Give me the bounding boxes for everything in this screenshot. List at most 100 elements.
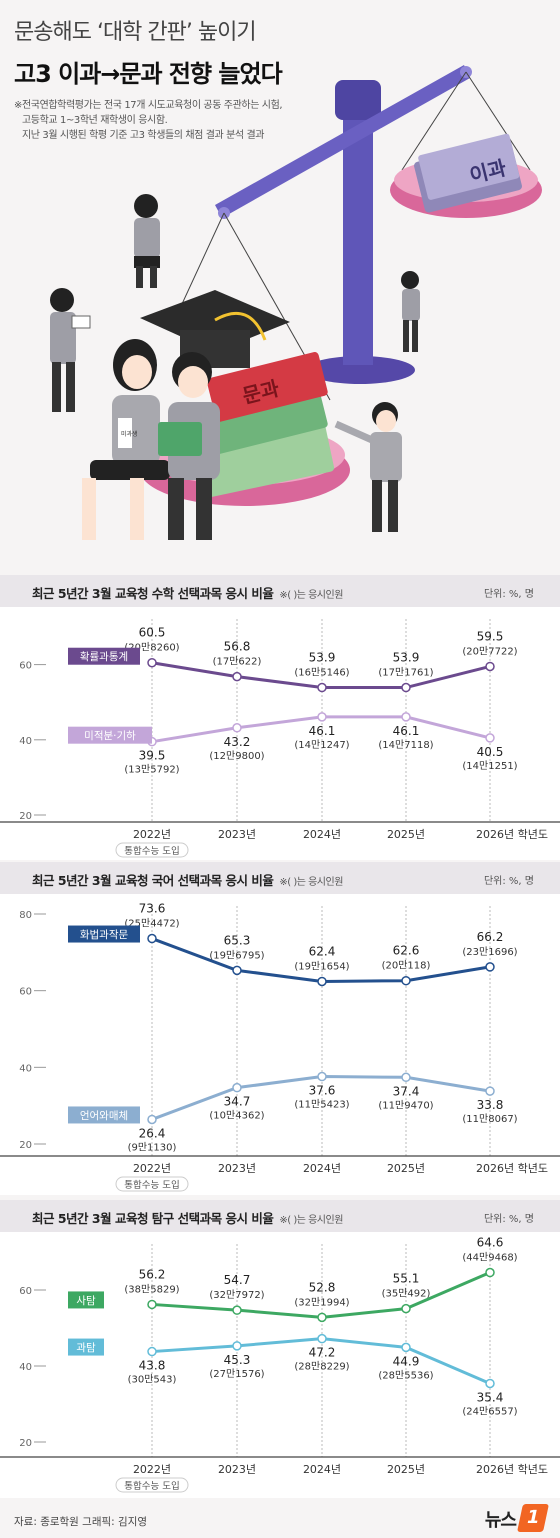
hero-section: 이과 문과 미과생: [0, 0, 560, 575]
chart-header: 최근 5년간 3월 교육청 국어 선택과목 응시 비율 ※( )는 응시인원 단위…: [0, 862, 560, 894]
series-line: [151, 1271, 491, 1319]
chart-title: 최근 5년간 3월 교육청 국어 선택과목 응시 비율 ※( )는 응시인원: [32, 870, 343, 889]
data-label: 52.8: [309, 1280, 336, 1294]
series-tag-label: 언어와매체: [80, 1110, 128, 1122]
data-label: 62.4: [309, 944, 336, 958]
count-label: (17만1761): [378, 667, 433, 679]
count-label: (17만622): [213, 656, 262, 668]
series-tag-box: [68, 1291, 104, 1309]
count-label: (28만8229): [294, 1361, 349, 1373]
x-tick-label: 2023년: [218, 1463, 256, 1476]
data-point: [401, 1303, 411, 1314]
data-point: [317, 1333, 327, 1344]
y-tick-label: 20: [19, 1438, 32, 1449]
data-label: 64.6: [477, 1236, 504, 1250]
count-label: (14만7118): [378, 739, 433, 751]
count-label: (32만1994): [294, 1296, 349, 1308]
inquiry-line-chart: 60 40 20 2022년 2023년 2024년 2025년 2026년 학년도통합수능 …: [0, 1236, 560, 1493]
data-label: 26.4: [139, 1126, 166, 1140]
x-tick-label: 2024년: [303, 1162, 341, 1175]
scale-pillar: [343, 110, 373, 365]
data-point: [485, 1378, 495, 1389]
x-tick-label: 2025년: [387, 1463, 425, 1476]
x-tick-label: 2023년: [218, 828, 256, 841]
series-tag-box: [68, 1106, 140, 1124]
y-tick-label: 80: [19, 910, 32, 921]
count-label: (19만1654): [294, 960, 349, 972]
series-tag-label: 미적분·기하: [84, 729, 136, 742]
chart-unit: 단위: %, 명: [483, 589, 534, 600]
series-tag-label: 확률과통계: [80, 650, 128, 663]
liberal-arts-book: [206, 352, 328, 422]
title-line2: 고3 이과→문과 전향 늘었다: [14, 60, 283, 88]
category-note: 통합수능 도입: [124, 845, 179, 857]
name-badge: 미과생: [121, 430, 138, 438]
data-label: 56.2: [139, 1267, 166, 1281]
x-tick-label: 2025년: [387, 1162, 425, 1175]
news1-logo-text: 뉴스: [484, 1510, 517, 1531]
data-label: 46.1: [309, 724, 336, 738]
note-line2: 고등학교 1~3학년 재학생이 응시함.: [22, 115, 168, 126]
data-label: 44.9: [393, 1354, 420, 1368]
inquiry-chart-section: 최근 5년간 3월 교육청 탐구 선택과목 응시 비율 ※( )는 응시인원 단위…: [0, 1200, 560, 1498]
count-label: (24만6557): [462, 1405, 517, 1417]
count-label: (14만1251): [462, 760, 517, 772]
data-label: 33.8: [477, 1098, 504, 1112]
student-girl-sitting: 미과생: [82, 339, 170, 540]
count-label: (28만5536): [378, 1369, 433, 1381]
scale-illustration: 이과 문과 미과생: [50, 65, 542, 540]
chart-title: 최근 5년간 3월 교육청 탐구 선택과목 응시 비율 ※( )는 응시인원: [32, 1208, 343, 1227]
data-label: 73.6: [139, 902, 166, 916]
count-label: (23만1696): [462, 946, 517, 958]
count-label: (38만5829): [124, 1283, 179, 1295]
count-label: (19만6795): [209, 949, 264, 961]
korean-line-chart: 80 60 40 20 2022년 2023년 2024년 2025년 2026년 학년도통합수…: [0, 902, 560, 1192]
count-label: (20만7722): [462, 645, 517, 657]
data-point: [147, 657, 157, 668]
data-label: 37.4: [393, 1084, 420, 1098]
math-chart-section: 최근 5년간 3월 교육청 수학 선택과목 응시 비율 ※( )는 응시인원 단위…: [0, 575, 560, 860]
category-note-pill: [115, 1477, 189, 1493]
data-point: [401, 975, 411, 986]
data-label: 37.6: [309, 1084, 336, 1098]
data-point: [147, 933, 157, 944]
scale-beam: [215, 65, 470, 218]
data-point: [401, 712, 411, 722]
y-tick-label: 20: [19, 811, 32, 822]
note-line1: ※전국연합학력평가는 전국 17개 시도교육청이 공동 주관하는 시험,: [14, 100, 283, 111]
data-label: 59.5: [477, 629, 504, 643]
news1-logo-mark: 1: [517, 1504, 549, 1532]
math-line-chart: 60 40 20 2022년 2023년 2024년 2025년 2026년 학년도통합수능 …: [0, 619, 560, 858]
data-point: [401, 1342, 411, 1353]
data-point: [232, 965, 242, 976]
data-point: [232, 723, 242, 733]
series-tag-label: 과탐: [76, 1342, 96, 1354]
x-tick-label: 2024년: [303, 1463, 341, 1476]
data-label: 53.9: [309, 651, 336, 665]
data-point: [147, 1346, 157, 1357]
chart-title-text: 최근 5년간 3월 교육청 국어 선택과목 응시 비율: [32, 873, 274, 888]
chart-note: ※( )는 응시인원: [279, 590, 343, 601]
count-label: (32만7972): [209, 1289, 264, 1301]
data-label: 62.6: [393, 944, 420, 958]
data-point: [401, 1072, 411, 1083]
chart-note: ※( )는 응시인원: [279, 877, 343, 888]
chart-unit: 단위: %, 명: [483, 1214, 534, 1225]
x-tick-label: 2024년: [303, 828, 341, 841]
data-point: [485, 1086, 495, 1096]
student-pointing: [334, 402, 402, 532]
graduation-cap: [140, 290, 290, 352]
count-label: (27만1576): [209, 1368, 264, 1380]
count-label: (16만5146): [294, 667, 349, 679]
data-label: 39.5: [139, 749, 166, 763]
student-walking: [134, 194, 160, 288]
data-label: 45.3: [224, 1353, 251, 1367]
y-tick-label: 40: [19, 736, 32, 747]
note-line3: 지난 3월 시행된 학평 기준 고3 학생들의 채점 결과 분석 결과: [22, 130, 265, 141]
data-point: [317, 682, 327, 693]
data-label: 56.8: [224, 640, 251, 654]
data-point: [232, 1305, 242, 1315]
category-note: 통합수능 도입: [124, 1480, 179, 1492]
data-point: [317, 1312, 327, 1323]
count-label: (14만1247): [294, 739, 349, 751]
